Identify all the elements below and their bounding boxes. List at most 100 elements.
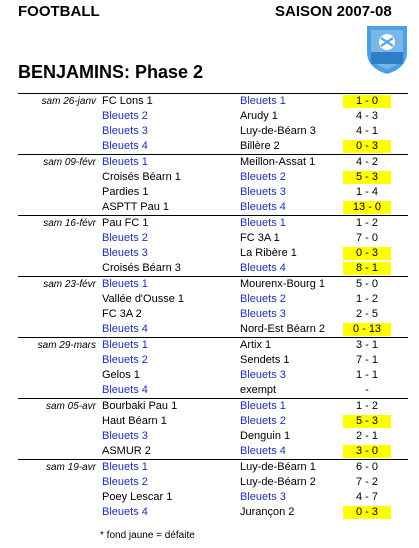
- match-date: sam 29-mars: [37, 340, 96, 351]
- home-team: Bleuets 2: [102, 110, 148, 122]
- week-block: sam 05-avr Bourbaki Pau 1 Bleuets 1 1 - 2 Ha…: [18, 398, 408, 459]
- week-block: sam 09-févr Bleuets 1 Meillon-Assat 1 4 - 2…: [18, 154, 408, 215]
- away-team: Bleuets 2: [240, 171, 286, 183]
- home-team: Pau FC 1: [102, 217, 149, 229]
- home-team: ASPTT Pau 1: [102, 201, 170, 213]
- score: 7 - 2: [355, 476, 378, 488]
- match-row: Haut Béarn 1 Bleuets 2 5 - 3: [18, 414, 408, 429]
- score: 1 - 2: [355, 293, 378, 305]
- away-team: Luy-de-Béarn 2: [240, 476, 316, 488]
- score: 5 - 0: [355, 278, 378, 290]
- home-team: Bleuets 3: [102, 247, 148, 259]
- score-loss: 8 - 1: [343, 262, 391, 275]
- away-team: Bleuets 1: [240, 400, 286, 412]
- home-team: Bleuets 4: [102, 506, 148, 518]
- match-date: sam 16-févr: [43, 218, 96, 229]
- match-row: Bleuets 4 exempt -: [18, 383, 408, 398]
- week-block: sam 23-févr Bleuets 1 Mourenx-Bourg 1 5 - 0…: [18, 276, 408, 337]
- home-team: Bleuets 2: [102, 476, 148, 488]
- home-team: Bleuets 3: [102, 125, 148, 137]
- bleuets-de-pau-crest-icon: [363, 22, 411, 76]
- match-row: sam 29-mars Bleuets 1 Artix 1 3 - 1: [18, 338, 408, 353]
- away-team: Bleuets 2: [240, 415, 286, 427]
- score: 4 - 3: [355, 110, 378, 122]
- away-team: Bleuets 3: [240, 491, 286, 503]
- sport-title: FOOTBALL: [18, 3, 100, 20]
- home-team: ASMUR 2: [102, 445, 151, 457]
- away-team: Jurançon 2: [240, 506, 295, 518]
- week-block: sam 19-avr Bleuets 1 Luy-de-Béarn 1 6 - 0 Bl…: [18, 459, 408, 520]
- match-row: Bleuets 3 Luy-de-Béarn 3 4 - 1: [18, 124, 408, 139]
- score: 1 - 4: [355, 186, 378, 198]
- home-team: Pardies 1: [102, 186, 149, 198]
- match-row: Bleuets 2 FC 3A 1 7 - 0: [18, 231, 408, 246]
- match-row: Bleuets 4 Billère 2 0 - 3: [18, 139, 408, 154]
- away-team: Arudy 1: [240, 110, 278, 122]
- away-team: Bleuets 4: [240, 262, 286, 274]
- match-row: Poey Lescar 1 Bleuets 3 4 - 7: [18, 490, 408, 505]
- score-loss: 0 - 13: [343, 323, 391, 336]
- match-row: Bleuets 2 Arudy 1 4 - 3: [18, 109, 408, 124]
- home-team: Bleuets 3: [102, 430, 148, 442]
- category-title: BENJAMINS: Phase 2: [18, 62, 204, 82]
- match-row: sam 26-janv FC Lons 1 Bleuets 1 1 - 0: [18, 94, 408, 109]
- match-date: sam 26-janv: [41, 96, 96, 107]
- match-date: sam 05-avr: [45, 401, 96, 412]
- match-row: Bleuets 4 Nord-Est Béarn 2 0 - 13: [18, 322, 408, 337]
- away-team: Bleuets 1: [240, 95, 286, 107]
- home-team: Bleuets 2: [102, 354, 148, 366]
- home-team: FC Lons 1: [102, 95, 153, 107]
- home-team: Bleuets 1: [102, 156, 148, 168]
- match-date: sam 19-avr: [45, 462, 96, 473]
- away-team: Bleuets 3: [240, 186, 286, 198]
- home-team: Poey Lescar 1: [102, 491, 173, 503]
- away-team: Luy-de-Béarn 3: [240, 125, 316, 137]
- match-row: Pardies 1 Bleuets 3 1 - 4: [18, 185, 408, 200]
- match-row: Bleuets 3 La Ribère 1 0 - 3: [18, 246, 408, 261]
- home-team: Vallée d'Ousse 1: [102, 293, 185, 305]
- home-team: FC 3A 2: [102, 308, 142, 320]
- match-row: Croisés Béarn 1 Bleuets 2 5 - 3: [18, 170, 408, 185]
- away-team: Bleuets 3: [240, 308, 286, 320]
- away-team: exempt: [240, 384, 277, 396]
- away-team: Billère 2: [240, 140, 280, 152]
- week-block: sam 16-févr Pau FC 1 Bleuets 1 1 - 2 Bleuets…: [18, 215, 408, 276]
- away-team: Sendets 1: [240, 354, 290, 366]
- match-date: sam 09-févr: [43, 157, 96, 168]
- match-date: sam 23-févr: [43, 279, 96, 290]
- away-team: Bleuets 3: [240, 369, 286, 381]
- home-team: Gelos 1: [102, 369, 140, 381]
- score-loss: 0 - 3: [343, 247, 391, 260]
- week-block: sam 29-mars Bleuets 1 Artix 1 3 - 1 Bleuets …: [18, 337, 408, 398]
- home-team: Bleuets 4: [102, 323, 148, 335]
- match-row: FC 3A 2 Bleuets 3 2 - 5: [18, 307, 408, 322]
- home-team: Bourbaki Pau 1: [102, 400, 178, 412]
- score: 4 - 7: [355, 491, 378, 503]
- score-loss: 3 - 0: [343, 445, 391, 458]
- score-loss: 5 - 3: [343, 415, 391, 428]
- match-row: sam 16-févr Pau FC 1 Bleuets 1 1 - 2: [18, 216, 408, 231]
- home-team: Croisés Béarn 1: [102, 171, 181, 183]
- match-row: sam 19-avr Bleuets 1 Luy-de-Béarn 1 6 - 0: [18, 460, 408, 475]
- away-team: La Ribère 1: [240, 247, 297, 259]
- match-row: ASMUR 2 Bleuets 4 3 - 0: [18, 444, 408, 459]
- away-team: Bleuets 4: [240, 445, 286, 457]
- away-team: FC 3A 1: [240, 232, 280, 244]
- match-row: Bleuets 2 Sendets 1 7 - 1: [18, 353, 408, 368]
- score-loss: 1 - 0: [343, 95, 391, 108]
- home-team: Bleuets 1: [102, 339, 148, 351]
- home-team: Bleuets 4: [102, 384, 148, 396]
- away-team: Artix 1: [240, 339, 272, 351]
- home-team: Bleuets 4: [102, 140, 148, 152]
- score: 4 - 1: [355, 125, 378, 137]
- match-row: sam 09-févr Bleuets 1 Meillon-Assat 1 4 - 2: [18, 155, 408, 170]
- score-loss: 0 - 3: [343, 140, 391, 153]
- away-team: Bleuets 2: [240, 293, 286, 305]
- home-team: Croisés Béarn 3: [102, 262, 181, 274]
- score-loss: 13 - 0: [343, 201, 391, 214]
- score: 3 - 1: [355, 339, 378, 351]
- match-row: Croisés Béarn 3 Bleuets 4 8 - 1: [18, 261, 408, 276]
- match-row: Gelos 1 Bleuets 3 1 - 1: [18, 368, 408, 383]
